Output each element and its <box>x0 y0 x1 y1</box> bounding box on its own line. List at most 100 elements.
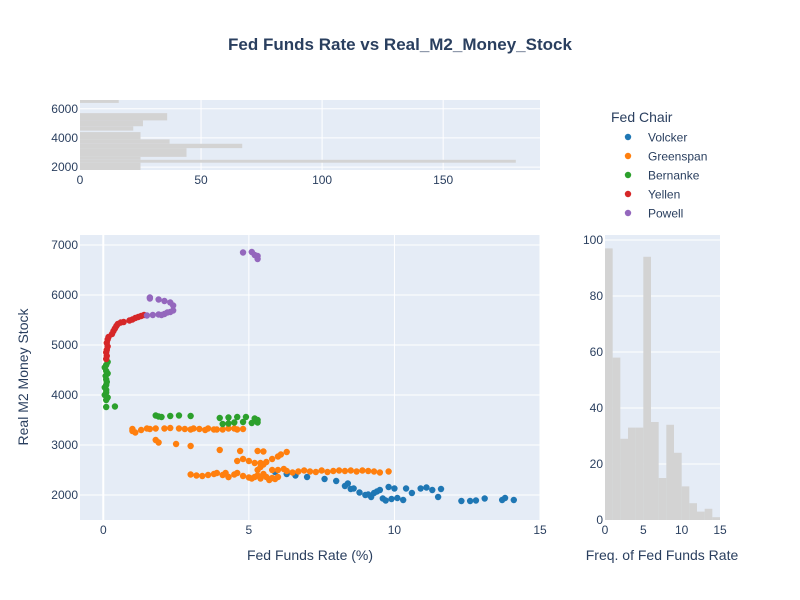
legend-label-greenspan: Greenspan <box>648 150 707 164</box>
scatter-point-volcker <box>402 485 410 492</box>
scatter-point-greenspan <box>181 425 189 433</box>
legend-label-bernanke: Bernanke <box>648 169 700 183</box>
scatter-point-greenspan <box>204 425 212 432</box>
right-histogram-bar <box>658 478 667 520</box>
scatter-point-greenspan <box>330 467 337 475</box>
scatter-point-greenspan <box>239 425 247 433</box>
top-histogram-bar <box>80 100 119 103</box>
scatter-point-volcker <box>510 496 517 504</box>
scatter-point-greenspan <box>193 472 200 479</box>
scatter-point-greenspan <box>196 425 203 433</box>
top-histogram-x-tick-label: 50 <box>194 173 208 187</box>
scatter-point-greenspan <box>324 468 331 476</box>
scatter-point-yellen <box>120 318 127 326</box>
top-histogram-bar <box>80 139 170 144</box>
scatter-point-greenspan <box>239 472 247 480</box>
scatter-point-greenspan <box>347 467 354 474</box>
scatter-point-volcker <box>437 485 445 493</box>
right-histogram-bar <box>651 422 659 520</box>
right-histogram-y-tick-label: 40 <box>590 401 604 415</box>
top-histogram-bar <box>80 143 243 149</box>
scatter-point-greenspan <box>260 448 267 455</box>
scatter-point-volcker <box>408 489 416 497</box>
scatter-point-volcker <box>391 485 398 492</box>
right-histogram-bar <box>704 508 713 520</box>
scatter-point-greenspan <box>268 466 276 474</box>
scatter-point-greenspan <box>277 451 285 458</box>
scatter-point-volcker <box>333 477 340 485</box>
scatter-point-bernanke <box>225 420 232 427</box>
x-axis-label: Fed Funds Rate (%) <box>247 547 373 563</box>
scatter-point-greenspan <box>335 467 343 474</box>
top-histogram-x-tick-label: 0 <box>77 173 84 187</box>
right-histogram-y-tick-label: 0 <box>596 513 603 527</box>
scatter-point-greenspan <box>234 426 241 433</box>
scatter-point-greenspan <box>274 466 282 474</box>
scatter-point-volcker <box>417 485 424 492</box>
scatter-point-bernanke <box>175 412 183 419</box>
scatter-point-greenspan <box>234 457 241 465</box>
scatter-point-bernanke <box>231 419 238 426</box>
scatter-point-volcker <box>382 497 389 504</box>
scatter-point-bernanke <box>167 412 174 420</box>
scatter-point-greenspan <box>341 467 349 475</box>
right-histogram-bar <box>712 517 720 520</box>
legend-marker-powell <box>624 209 632 217</box>
scatter-point-greenspan <box>295 468 302 475</box>
scatter-point-greenspan <box>263 458 270 466</box>
scatter-point-greenspan <box>236 447 244 455</box>
scatter-point-greenspan <box>152 425 159 432</box>
top-histogram-bar <box>80 120 143 127</box>
top-histogram-background <box>80 100 540 170</box>
scatter-point-powell <box>155 296 162 303</box>
top-histogram-bar <box>80 159 516 163</box>
top-histogram-bar <box>80 162 141 170</box>
right-histogram-bar <box>666 424 674 520</box>
scatter-point-greenspan <box>234 469 241 477</box>
scatter-point-volcker <box>423 484 430 491</box>
right-histogram-y-tick-label: 20 <box>590 457 604 471</box>
scatter-point-greenspan <box>146 425 154 433</box>
scatter-point-powell <box>164 309 171 316</box>
scatter-point-bernanke <box>158 413 165 421</box>
right-histogram-bar <box>697 511 705 520</box>
top-histogram-x-tick-label: 150 <box>433 173 453 187</box>
right-histogram-x-tick-label: 0 <box>602 523 609 537</box>
scatter-point-greenspan <box>137 426 145 434</box>
right-histogram-y-tick-label: 100 <box>583 233 603 247</box>
scatter-point-greenspan <box>155 439 162 446</box>
scatter-point-volcker <box>394 494 401 502</box>
scatter-point-powell <box>239 249 247 256</box>
top-histogram-bar <box>80 126 134 131</box>
scatter-point-powell <box>149 311 156 319</box>
scatter-point-volcker <box>481 495 488 502</box>
scatter-point-powell <box>251 251 258 259</box>
scatter-point-volcker <box>385 483 392 491</box>
scatter-point-greenspan <box>376 469 384 476</box>
scatter-point-greenspan <box>161 425 168 432</box>
scatter-point-powell <box>143 312 151 319</box>
right-histogram-x-tick-label: 15 <box>713 523 727 537</box>
top-histogram-bar <box>80 132 141 140</box>
scatter-point-greenspan <box>222 469 229 477</box>
top-histogram-bar <box>80 113 168 121</box>
scatter-point-bernanke <box>187 412 194 420</box>
right-histogram-bar <box>643 256 651 520</box>
y-axis-label: Real M2 Money Stock <box>15 308 31 446</box>
main-x-tick-label: 10 <box>388 523 402 537</box>
scatter-point-volcker <box>347 485 354 493</box>
scatter-point-bernanke <box>254 419 261 426</box>
main-x-tick-label: 5 <box>246 523 253 537</box>
legend-marker-bernanke <box>624 171 632 179</box>
scatter-point-greenspan <box>190 425 197 432</box>
scatter-point-volcker <box>466 497 474 505</box>
scatter-point-greenspan <box>187 471 194 478</box>
scatter-point-greenspan <box>353 468 360 475</box>
right-histogram-bar <box>605 248 613 520</box>
top-histogram-x-tick-label: 100 <box>312 173 332 187</box>
main-y-tick-label: 7000 <box>51 238 78 252</box>
scatter-point-volcker <box>434 493 442 501</box>
right-histogram-y-tick-label: 80 <box>590 289 604 303</box>
scatter-point-greenspan <box>187 442 194 450</box>
